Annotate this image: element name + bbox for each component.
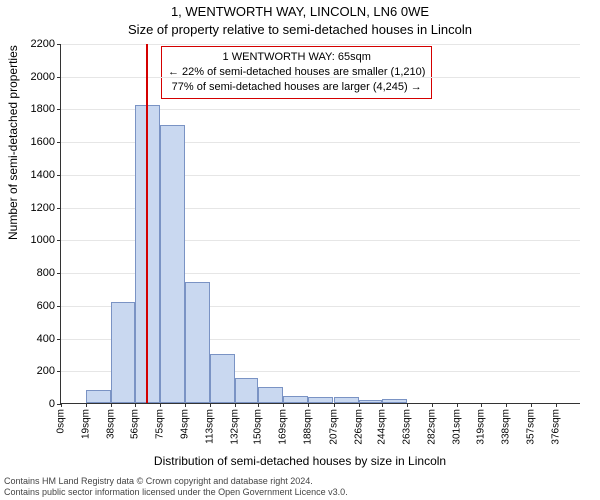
x-tick-label: 226sqm: [353, 409, 364, 445]
x-tick-mark: [432, 403, 433, 407]
histogram-bar: [160, 125, 185, 403]
info-box: 1 WENTWORTH WAY: 65sqm ← 22% of semi-det…: [161, 46, 432, 99]
x-tick-mark: [160, 403, 161, 407]
y-tick-label: 1000: [31, 234, 55, 246]
y-tick-mark: [57, 273, 61, 274]
x-tick-label: 338sqm: [500, 409, 511, 445]
y-tick-label: 2000: [31, 71, 55, 83]
chart-container: 1, WENTWORTH WAY, LINCOLN, LN6 0WE Size …: [0, 0, 600, 500]
x-tick-label: 94sqm: [179, 409, 190, 439]
x-tick-mark: [258, 403, 259, 407]
plot-area: 1 WENTWORTH WAY: 65sqm ← 22% of semi-det…: [60, 44, 580, 404]
y-tick-mark: [57, 208, 61, 209]
x-tick-label: 244sqm: [377, 409, 388, 445]
y-tick-mark: [57, 306, 61, 307]
y-tick-label: 1600: [31, 136, 55, 148]
x-tick-label: 19sqm: [81, 409, 92, 439]
x-tick-label: 301sqm: [452, 409, 463, 445]
x-tick-mark: [283, 403, 284, 407]
y-tick-mark: [57, 240, 61, 241]
x-tick-label: 169sqm: [278, 409, 289, 445]
x-tick-label: 132sqm: [229, 409, 240, 445]
x-tick-mark: [506, 403, 507, 407]
chart-title: 1, WENTWORTH WAY, LINCOLN, LN6 0WE: [0, 4, 600, 19]
x-tick-mark: [185, 403, 186, 407]
info-line-3: 77% of semi-detached houses are larger (…: [168, 80, 425, 95]
x-tick-label: 113sqm: [204, 409, 215, 444]
y-tick-label: 1200: [31, 202, 55, 214]
x-tick-label: 56sqm: [129, 409, 140, 439]
y-tick-mark: [57, 175, 61, 176]
y-tick-mark: [57, 77, 61, 78]
histogram-bar: [382, 399, 407, 403]
x-tick-label: 263sqm: [402, 409, 413, 445]
histogram-bar: [210, 354, 235, 403]
y-tick-label: 400: [37, 333, 55, 345]
y-axis-label: Number of semi-detached properties: [6, 45, 20, 240]
x-tick-mark: [531, 403, 532, 407]
x-tick-label: 376sqm: [550, 409, 561, 445]
x-tick-mark: [135, 403, 136, 407]
chart-subtitle: Size of property relative to semi-detach…: [0, 22, 600, 37]
x-tick-label: 357sqm: [525, 409, 536, 445]
histogram-bar: [185, 282, 210, 403]
histogram-bar: [86, 390, 111, 403]
x-tick-mark: [382, 403, 383, 407]
y-tick-label: 2200: [31, 38, 55, 50]
x-tick-label: 282sqm: [427, 409, 438, 445]
x-tick-mark: [210, 403, 211, 407]
gridline: [61, 44, 580, 45]
x-tick-mark: [111, 403, 112, 407]
histogram-bar: [283, 396, 308, 403]
x-tick-mark: [235, 403, 236, 407]
gridline: [61, 77, 580, 78]
x-tick-mark: [334, 403, 335, 407]
x-tick-mark: [61, 403, 62, 407]
y-tick-label: 0: [49, 398, 55, 410]
x-tick-mark: [481, 403, 482, 407]
histogram-bar: [359, 400, 383, 403]
x-tick-mark: [556, 403, 557, 407]
histogram-bar: [235, 378, 259, 403]
y-tick-label: 1400: [31, 169, 55, 181]
footer-line-2: Contains public sector information licen…: [4, 487, 596, 498]
footer-text: Contains HM Land Registry data © Crown c…: [4, 476, 596, 498]
x-tick-mark: [308, 403, 309, 407]
y-tick-mark: [57, 339, 61, 340]
y-tick-label: 1800: [31, 103, 55, 115]
y-tick-mark: [57, 142, 61, 143]
x-tick-label: 207sqm: [328, 409, 339, 445]
info-line-1: 1 WENTWORTH WAY: 65sqm: [168, 50, 425, 65]
y-tick-mark: [57, 371, 61, 372]
histogram-bar: [308, 397, 333, 403]
footer-line-1: Contains HM Land Registry data © Crown c…: [4, 476, 596, 487]
y-tick-label: 200: [37, 365, 55, 377]
histogram-bar: [111, 302, 135, 403]
property-marker-line: [146, 44, 148, 403]
x-tick-label: 188sqm: [303, 409, 314, 445]
y-tick-mark: [57, 44, 61, 45]
x-tick-mark: [407, 403, 408, 407]
x-tick-mark: [359, 403, 360, 407]
x-tick-label: 38sqm: [106, 409, 117, 439]
x-tick-label: 0sqm: [56, 409, 67, 433]
y-tick-label: 600: [37, 300, 55, 312]
x-tick-label: 75sqm: [154, 409, 165, 439]
x-tick-label: 319sqm: [475, 409, 486, 445]
y-tick-mark: [57, 109, 61, 110]
histogram-bar: [334, 397, 359, 403]
x-tick-mark: [457, 403, 458, 407]
x-axis-label: Distribution of semi-detached houses by …: [0, 454, 600, 468]
y-tick-label: 800: [37, 267, 55, 279]
x-tick-label: 150sqm: [253, 409, 264, 445]
x-tick-mark: [86, 403, 87, 407]
histogram-bar: [258, 387, 283, 403]
